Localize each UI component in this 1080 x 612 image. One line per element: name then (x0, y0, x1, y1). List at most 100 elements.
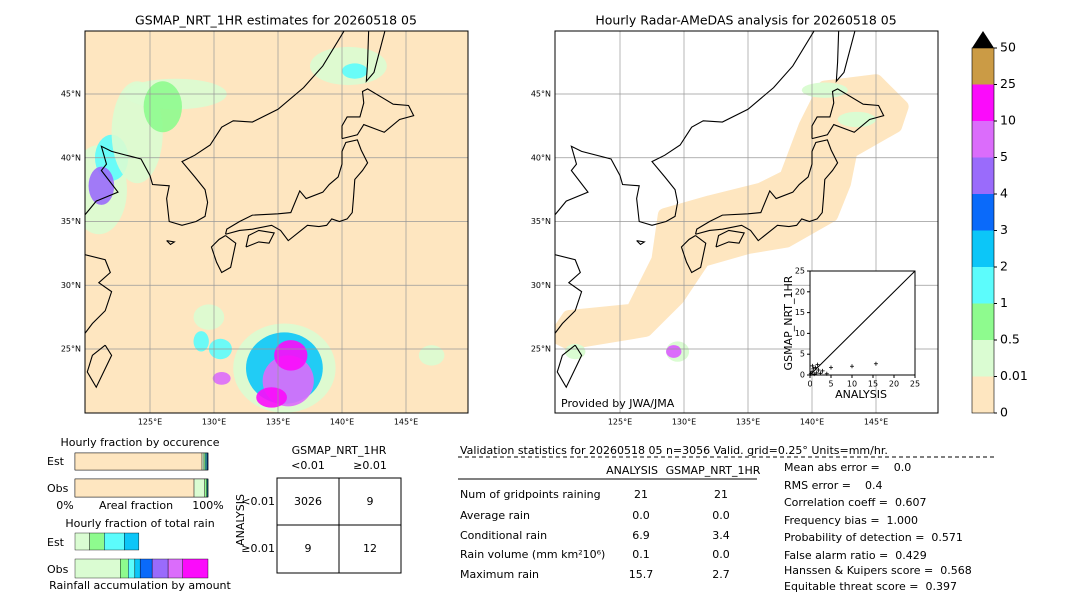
y-tick-label: 10 (795, 329, 805, 338)
colorbar-label: 4 (1000, 186, 1008, 201)
score: Frequency bias = 1.000 (784, 514, 918, 527)
lat-label: 35°N (61, 217, 81, 226)
colorbar-bin (972, 48, 994, 85)
colorbar-label: 3 (1000, 222, 1008, 237)
panel-title: Hourly fraction by occurence (61, 436, 220, 449)
x-tick-label: 10 (847, 380, 857, 389)
row-label: Obs (47, 563, 69, 576)
map-frame (84, 30, 469, 414)
rain-area (666, 345, 682, 358)
coastline (224, 139, 369, 242)
lat-label: 40°N (61, 153, 81, 162)
coastline (210, 235, 237, 274)
colorbar-bin (972, 340, 994, 377)
map-frame (554, 30, 939, 414)
y-tick-label: 25 (795, 267, 805, 276)
rain-area (88, 166, 115, 205)
score: Correlation coeff = 0.607 (784, 496, 926, 509)
lat-label: 35°N (531, 217, 551, 226)
lon-label: 130°E (672, 418, 696, 427)
validation-header: Validation statistics for 20260518 05 n=… (460, 444, 888, 457)
lon-label: 145°E (864, 418, 888, 427)
row-label: ≥0.01 (241, 542, 275, 555)
colorbar-label: 0 (1000, 405, 1008, 420)
colorbar-label: 25 (1000, 76, 1016, 91)
score: Mean abs error = 0.0 (784, 461, 911, 474)
lon-label: 135°E (736, 418, 760, 427)
scatter-point (818, 371, 823, 376)
coastline (555, 31, 815, 226)
scatter-point (873, 361, 878, 366)
credit: Provided by JWA/JMA (561, 397, 675, 410)
coastline (811, 88, 885, 140)
stat-label: Num of gridpoints raining (460, 488, 601, 501)
y-tick-label: 15 (795, 308, 805, 317)
score: False alarm ratio = 0.429 (784, 549, 927, 562)
stat-value: 15.7 (629, 568, 654, 581)
scatter-point (813, 365, 818, 370)
lon-label: 125°E (138, 418, 162, 427)
coastline (694, 139, 839, 242)
col-label: <0.01 (291, 459, 325, 472)
lon-label: 145°E (394, 418, 418, 427)
rain-area (342, 63, 368, 79)
score: Probability of detection = 0.571 (784, 531, 963, 544)
lat-label: 30°N (61, 281, 81, 290)
stat-label: Maximum rain (460, 568, 539, 581)
colorbar-bin (972, 303, 994, 340)
scatter-point (808, 371, 813, 376)
stat-label: Rain volume (mm km²10⁶) (460, 548, 605, 561)
coastline (636, 240, 646, 246)
score: Equitable threat score = 0.397 (784, 580, 957, 593)
colorbar-bin (972, 230, 994, 267)
x-tick-label: 0 (807, 380, 812, 389)
fraction-segment (204, 478, 207, 498)
colorbar-bin (972, 121, 994, 158)
fraction-segment (124, 532, 140, 551)
inset-ylabel: GSMAP_NRT_1HR (782, 275, 795, 370)
fraction-segment (182, 558, 209, 579)
stat-value: 3.4 (712, 529, 730, 542)
table-title: GSMAP_NRT_1HR (292, 444, 387, 457)
stat-value: 0.0 (632, 509, 650, 522)
diagonal (809, 270, 916, 376)
left-area (84, 30, 469, 414)
cell-value: 3026 (294, 495, 322, 508)
lon-label: 130°E (202, 418, 226, 427)
colorbar-label: 10 (1000, 113, 1016, 128)
y-tick-label: 0 (800, 371, 805, 380)
rain-area (143, 81, 182, 133)
coastline (341, 88, 415, 140)
scatter-point (814, 370, 819, 375)
lat-label: 40°N (531, 153, 551, 162)
scatter-point (810, 369, 815, 374)
axis-label: 100% (192, 499, 223, 512)
row-label: <0.01 (241, 495, 275, 508)
colorbar-bin (972, 267, 994, 304)
lat-label: 30°N (531, 281, 551, 290)
col-header: GSMAP_NRT_1HR (666, 464, 761, 477)
fraction-segment (134, 558, 141, 579)
lon-label: 135°E (266, 418, 290, 427)
x-tick-label: 20 (889, 380, 899, 389)
stat-value: 2.7 (712, 568, 730, 581)
rain-area (837, 111, 876, 128)
lat-label: 25°N (531, 345, 551, 354)
stat-value: 6.9 (632, 529, 650, 542)
left-map-title: GSMAP_NRT_1HR estimates for 20260518 05 (135, 13, 417, 28)
scatter-point (810, 363, 815, 368)
stat-value: 0.1 (632, 548, 650, 561)
colorbar-bin (972, 194, 994, 231)
coastline (85, 254, 113, 335)
scatter-point (829, 365, 833, 370)
fraction-segment (207, 452, 209, 471)
stat-value: 0.0 (712, 509, 730, 522)
fraction-segment (74, 452, 203, 471)
colorbar-label: 50 (1000, 40, 1016, 55)
rain-area (256, 387, 287, 408)
stat-label: Conditional rain (460, 529, 547, 542)
cell-value: 9 (367, 495, 374, 508)
colorbar-extend (972, 31, 994, 48)
inset-xlabel: ANALYSIS (835, 388, 887, 401)
